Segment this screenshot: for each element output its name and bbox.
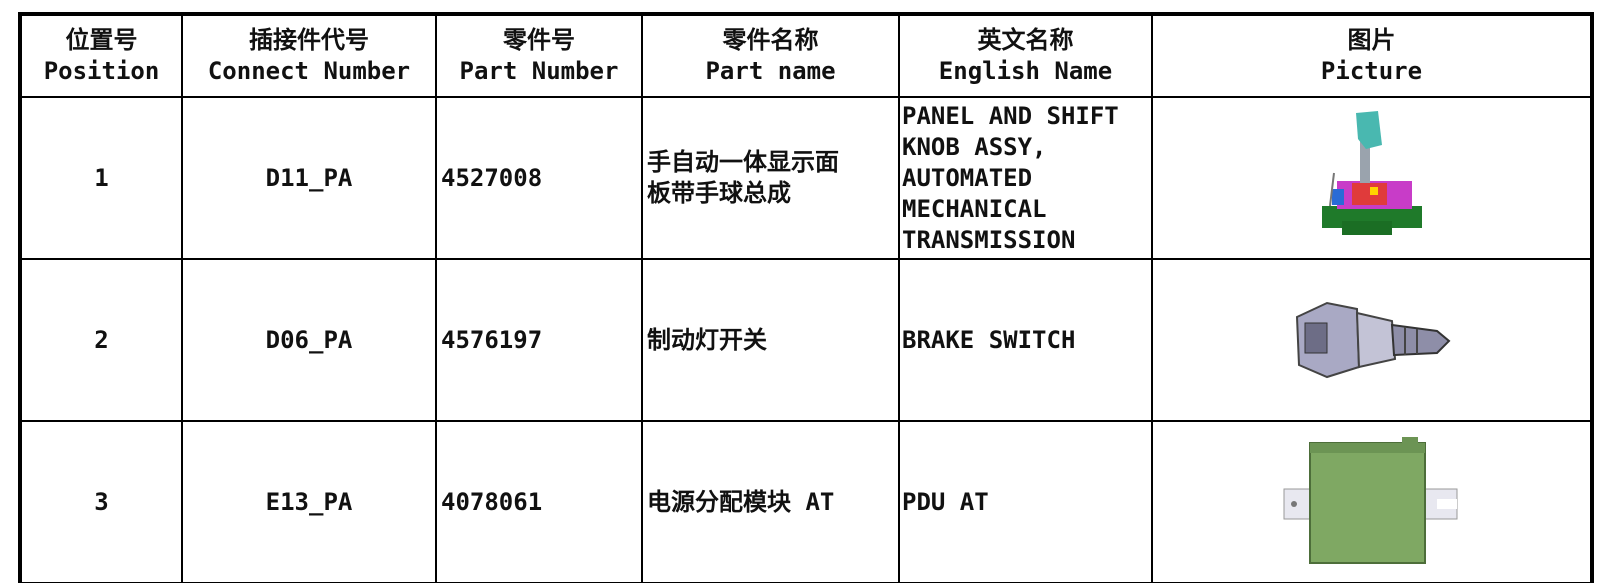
pdu-picture	[1283, 437, 1457, 564]
table-cell: 手自动一体显示面 板带手球总成	[641, 96, 900, 260]
header-cell: 英文名称 English Name	[898, 13, 1153, 98]
table-cell: E13_PA	[181, 420, 437, 583]
table-cell: 4078061	[435, 420, 643, 583]
part-number: 4527008	[441, 163, 543, 192]
table-row: 3 E13_PA 4078061 电源分配模块 AT PDU AT	[19, 420, 1593, 583]
header-cell: 零件名称 Part name	[641, 13, 900, 98]
connect-number: D11_PA	[265, 163, 353, 192]
part-name-line: 制动灯开关	[647, 325, 767, 354]
switch-picture	[1295, 301, 1450, 379]
shifter-picture	[1321, 110, 1422, 235]
english-name-line: PDU AT	[902, 487, 989, 516]
table-cell: 2	[19, 258, 183, 422]
table-cell: 制动灯开关	[641, 258, 900, 422]
header-en: English Name	[938, 57, 1113, 85]
part-name-line: 手自动一体显示面	[647, 148, 839, 176]
table-body: 1 D11_PA 4527008 手自动一体显示面 板带手球总成 PANEL AND SH…	[19, 96, 1593, 583]
header-zh: 位置号	[65, 26, 138, 54]
header-zh: 零件名称	[722, 26, 819, 54]
connect-number: D06_PA	[265, 325, 353, 354]
header-cell: 位置号 Position	[19, 13, 183, 98]
picture-cell	[1151, 420, 1593, 583]
header-cell: 插接件代号 Connect Number	[181, 13, 437, 98]
table-cell: BRAKE SWITCH	[898, 258, 1153, 422]
table-row: 1 D11_PA 4527008 手自动一体显示面 板带手球总成 PANEL AND SH…	[19, 96, 1593, 260]
header-zh: 零件号	[503, 26, 575, 54]
table-cell: 电源分配模块 AT	[641, 420, 900, 583]
english-name-line: TRANSMISSION	[902, 225, 1076, 254]
position: 1	[94, 163, 109, 192]
header-en: Position	[43, 57, 160, 85]
english-name-line: PANEL AND SHIFT	[902, 101, 1119, 130]
table-cell: PDU AT	[898, 420, 1153, 583]
header-cell: 图片 Picture	[1151, 13, 1593, 98]
header-en: Part name	[705, 57, 836, 85]
part-name-line: 板带手球总成	[647, 179, 791, 207]
header-zh: 图片	[1347, 26, 1396, 54]
table-cell: 4576197	[435, 258, 643, 422]
header-en: Picture	[1320, 57, 1423, 85]
table-cell: 1	[19, 96, 183, 260]
header-row: 位置号 Position 插接件代号 Connect Number 零件号 Part …	[19, 13, 1593, 98]
header-zh: 插接件代号	[249, 26, 369, 54]
part-number: 4078061	[441, 487, 543, 516]
picture-cell	[1151, 96, 1593, 260]
table-cell: 3	[19, 420, 183, 583]
part-name-line: 电源分配模块 AT	[647, 487, 835, 516]
part-number: 4576197	[441, 325, 543, 354]
english-name-line: KNOB ASSY,	[902, 132, 1047, 161]
table-cell: PANEL AND SHIFT KNOB ASSY, AUTOMATED MECHAN…	[898, 96, 1153, 260]
header-en: Part Number	[459, 57, 619, 85]
header-en: Connect Number	[207, 57, 411, 85]
position: 2	[94, 325, 109, 354]
english-name-line: AUTOMATED	[902, 163, 1033, 192]
table-cell: D11_PA	[181, 96, 437, 260]
english-name-line: MECHANICAL	[902, 194, 1047, 223]
english-name-line: BRAKE SWITCH	[902, 325, 1076, 354]
table-cell: 4527008	[435, 96, 643, 260]
header-cell: 零件号 Part Number	[435, 13, 643, 98]
table-cell: D06_PA	[181, 258, 437, 422]
header-zh: 英文名称	[977, 26, 1074, 54]
connect-number: E13_PA	[265, 487, 353, 516]
table-row: 2 D06_PA 4576197 制动灯开关 BRAKE SWITCH	[19, 258, 1593, 422]
parts-table: 位置号 Position 插接件代号 Connect Number 零件号 Part …	[18, 12, 1594, 583]
picture-cell	[1151, 258, 1593, 422]
position: 3	[94, 487, 109, 516]
